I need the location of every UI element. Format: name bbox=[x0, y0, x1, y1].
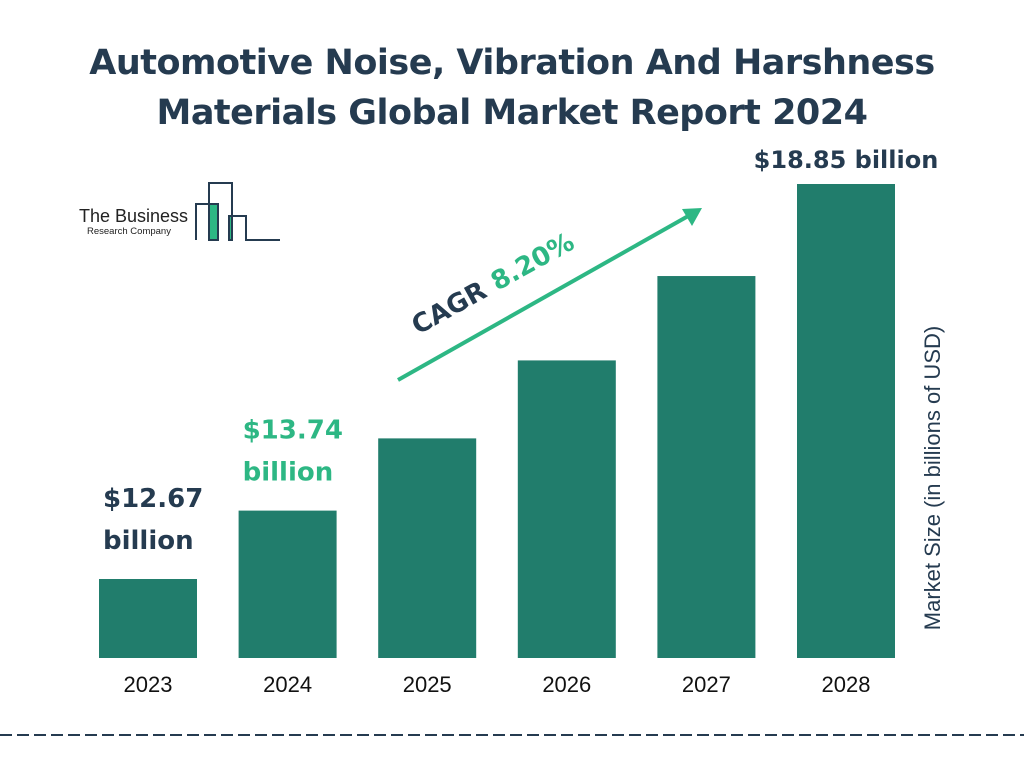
data-label-unit: billion bbox=[103, 526, 194, 556]
bar-2024 bbox=[238, 510, 337, 658]
data-label-value: $18.85 billion bbox=[754, 146, 939, 174]
chart-title: Automotive Noise, Vibration And Harshnes… bbox=[89, 43, 935, 133]
bar-2025 bbox=[378, 438, 477, 658]
logo-line1: The Business bbox=[79, 206, 188, 226]
bar-2026 bbox=[517, 360, 616, 658]
data-label-value: $13.74 bbox=[243, 416, 343, 446]
x-tick-label: 2024 bbox=[263, 672, 312, 697]
cagr-arrow-head bbox=[682, 208, 702, 226]
bar-2028 bbox=[797, 184, 895, 658]
data-label-unit: billion bbox=[243, 458, 334, 488]
cagr-annotation: CAGR8.20% bbox=[397, 208, 702, 382]
x-tick-label: 2025 bbox=[403, 672, 452, 697]
y-axis-label: Market Size (in billions of USD) bbox=[920, 326, 945, 630]
cagr-arrow-line bbox=[397, 213, 691, 382]
logo-outline bbox=[195, 182, 280, 241]
logo: The Business Research Company bbox=[79, 182, 280, 241]
x-tick-label: 2027 bbox=[682, 672, 731, 697]
logo-line2: Research Company bbox=[87, 226, 171, 237]
x-tick-label: 2026 bbox=[542, 672, 591, 697]
bar-2023 bbox=[99, 579, 197, 658]
logo-bar-green-1 bbox=[208, 204, 217, 240]
x-tick-label: 2023 bbox=[124, 672, 173, 697]
data-label-value: $12.67 bbox=[103, 484, 203, 514]
x-tick-label: 2028 bbox=[822, 672, 871, 697]
bar-2027 bbox=[657, 276, 756, 658]
